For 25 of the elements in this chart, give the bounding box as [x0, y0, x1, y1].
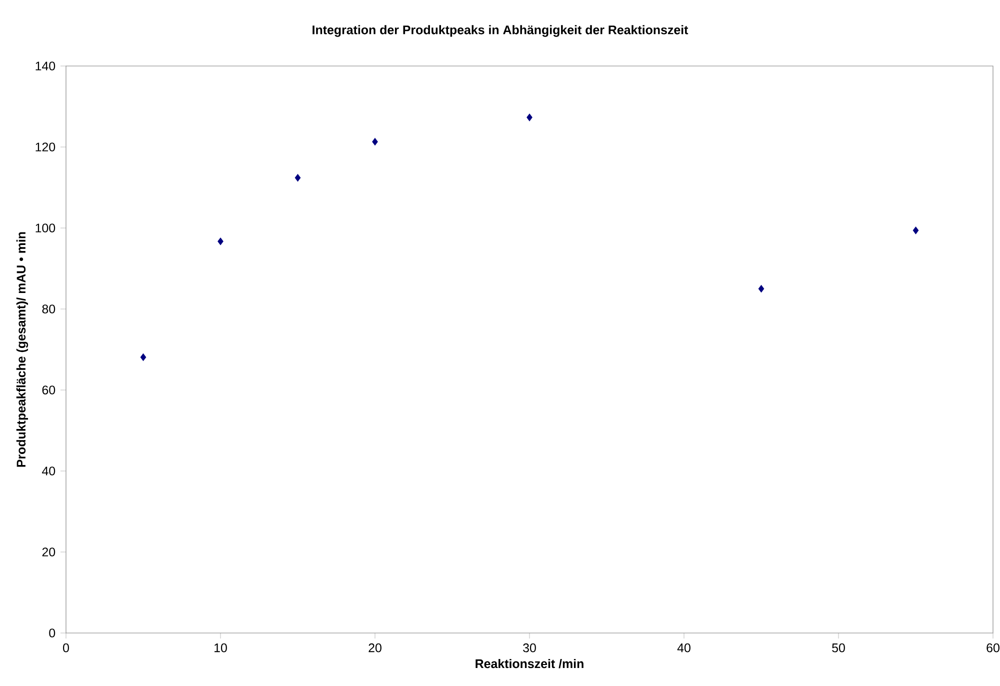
point — [140, 353, 146, 361]
y-tick-label: 80 — [42, 304, 56, 314]
y-tick-label: 60 — [42, 386, 56, 394]
x-tick-label: 40 — [677, 643, 690, 652]
y-axis-title: Produktpeakfläche (gesamt)/ mAU • min — [16, 232, 28, 467]
x-tick-label: 60 — [986, 643, 1000, 652]
y-tick-label: 20 — [42, 548, 56, 556]
x-tick-label: 30 — [523, 643, 536, 652]
x-tick-label: 10 — [214, 643, 227, 652]
y-tick-label: 0 — [49, 628, 56, 638]
point — [294, 174, 301, 182]
point — [372, 138, 378, 146]
chart-title: Integration der Produktpeaks in Abhängigkeit der Reaktionszeit — [312, 25, 688, 37]
y-tick-label: 100 — [36, 224, 56, 232]
y-tick-label: 120 — [36, 142, 56, 152]
point — [218, 238, 224, 246]
y-tick-label: 40 — [42, 466, 56, 476]
point — [912, 226, 919, 234]
x-axis-title: Reaktionszeit /min — [476, 658, 584, 668]
point — [526, 114, 532, 122]
x-tick-label: 20 — [368, 643, 382, 652]
x-tick-label: 50 — [832, 643, 845, 652]
point — [758, 285, 764, 292]
x-tick-label: 0 — [63, 643, 69, 652]
y-tick-label: 140 — [36, 62, 56, 70]
